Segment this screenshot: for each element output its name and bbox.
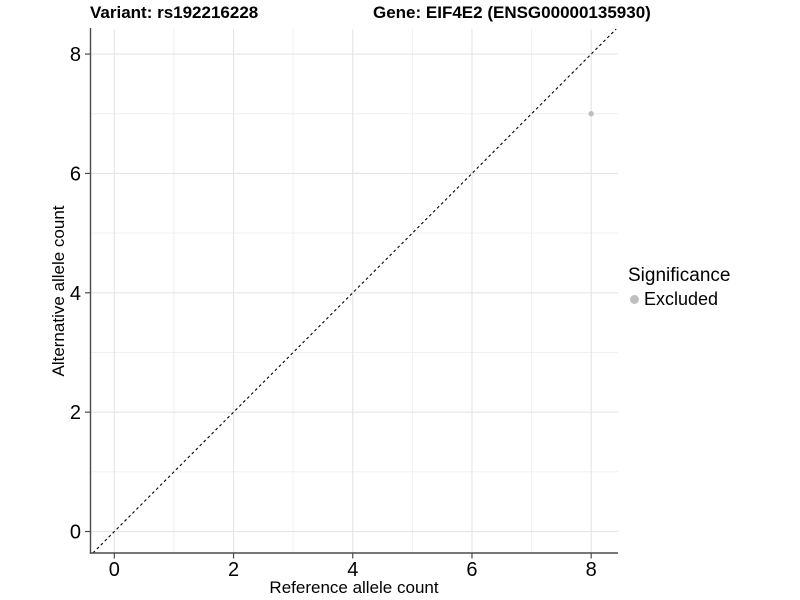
- x-tick-label: 6: [466, 559, 477, 581]
- x-tick-label: 4: [347, 559, 358, 581]
- x-tick-label: 0: [109, 559, 120, 581]
- legend-key-dot-icon: [630, 295, 639, 304]
- y-tick-label: 2: [70, 402, 81, 424]
- identity-line: [92, 28, 617, 554]
- y-axis-title: Alternative allele count: [49, 205, 68, 377]
- x-tick-label: 2: [228, 559, 239, 581]
- x-tick-label: 8: [586, 559, 597, 581]
- plot-title-variant: Variant: rs192216228: [90, 3, 259, 22]
- data-point: [588, 111, 594, 117]
- y-tick-label: 4: [70, 283, 81, 305]
- legend-item: Excluded: [628, 289, 730, 310]
- legend: Significance Excluded: [628, 265, 730, 310]
- legend-items: Excluded: [628, 289, 730, 310]
- legend-item-label: Excluded: [644, 289, 719, 309]
- y-tick-label: 8: [70, 44, 81, 66]
- y-tick-label: 0: [70, 522, 81, 544]
- x-axis-title: Reference allele count: [269, 578, 439, 597]
- y-tick-label: 6: [70, 163, 81, 185]
- plot-title-gene: Gene: EIF4E2 (ENSG00000135930): [373, 3, 651, 22]
- legend-title: Significance: [628, 265, 731, 286]
